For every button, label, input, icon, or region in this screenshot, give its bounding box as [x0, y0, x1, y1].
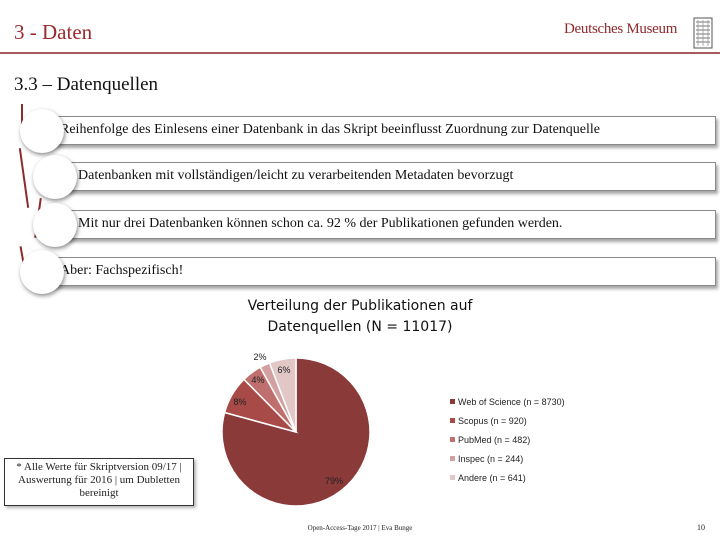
bullet-row-2: Datenbanken mit vollständigen/leicht zu …	[64, 162, 716, 191]
bullet-text: Datenbanken mit vollständigen/leicht zu …	[78, 168, 514, 183]
legend-swatch	[450, 456, 455, 461]
bullet-circle-4	[20, 250, 64, 294]
legend-item: Scopus (n = 920)	[450, 411, 565, 430]
logo-text: Deutsches Museum	[564, 21, 678, 37]
footer-text: Open-Access-Tage 2017 | Eva Bunge	[307, 524, 413, 532]
pie-slice	[268, 357, 297, 433]
legend-label: PubMed (n = 482)	[458, 434, 531, 445]
legend-label: Inspec (n = 244)	[458, 453, 524, 464]
bullet-circle-3	[33, 203, 77, 247]
slide-title: 3 - Daten	[14, 20, 93, 44]
legend-item: Andere (n = 641)	[450, 468, 565, 487]
title-rule	[0, 52, 720, 54]
bullet-circle-1	[20, 109, 64, 153]
legend-swatch	[450, 437, 455, 442]
legend-swatch	[450, 475, 455, 480]
section-heading: 3.3 – Datenquellen	[14, 74, 159, 95]
bullet-text: Mit nur drei Datenbanken können schon ca…	[78, 216, 563, 231]
slice-percentage-label: 2%	[253, 352, 266, 362]
bullet-row-1: Reihenfolge des Einlesens einer Datenban…	[50, 116, 716, 145]
legend-item: PubMed (n = 482)	[450, 430, 565, 449]
bullet-row-4: Aber: Fachspezifisch!	[50, 257, 716, 286]
slice-percentage-label: 6%	[277, 365, 290, 375]
bullet-text: Aber: Fachspezifisch!	[60, 263, 184, 278]
bullet-text: Reihenfolge des Einlesens einer Datenban…	[60, 122, 601, 137]
pie-slice	[221, 357, 371, 507]
bullet-row-3: Mit nur drei Datenbanken können schon ca…	[64, 210, 716, 239]
chart-legend: Web of Science (n = 8730) Scopus (n = 92…	[450, 392, 565, 487]
museum-emblem-icon	[693, 17, 713, 49]
legend-swatch	[450, 418, 455, 423]
legend-label: Web of Science (n = 8730)	[458, 396, 565, 407]
chart-title: Verteilung der Publikationen auf Datenqu…	[247, 298, 473, 335]
deutsches-museum-logo: Deutsches Museum	[564, 16, 714, 50]
legend-swatch	[450, 399, 455, 404]
slice-percentage-label: 79%	[325, 476, 343, 486]
legend-label: Scopus (n = 920)	[458, 415, 527, 426]
bullet-circle-2	[33, 155, 77, 199]
footnote-box: * Alle Werte für Skriptversion 09/17 | A…	[4, 458, 194, 506]
slice-percentage-label: 8%	[233, 397, 246, 407]
page-number: 10	[697, 523, 705, 532]
legend-item: Web of Science (n = 8730)	[450, 392, 565, 411]
legend-label: Andere (n = 641)	[458, 472, 526, 483]
slice-percentage-label: 4%	[251, 375, 264, 385]
legend-item: Inspec (n = 244)	[450, 449, 565, 468]
